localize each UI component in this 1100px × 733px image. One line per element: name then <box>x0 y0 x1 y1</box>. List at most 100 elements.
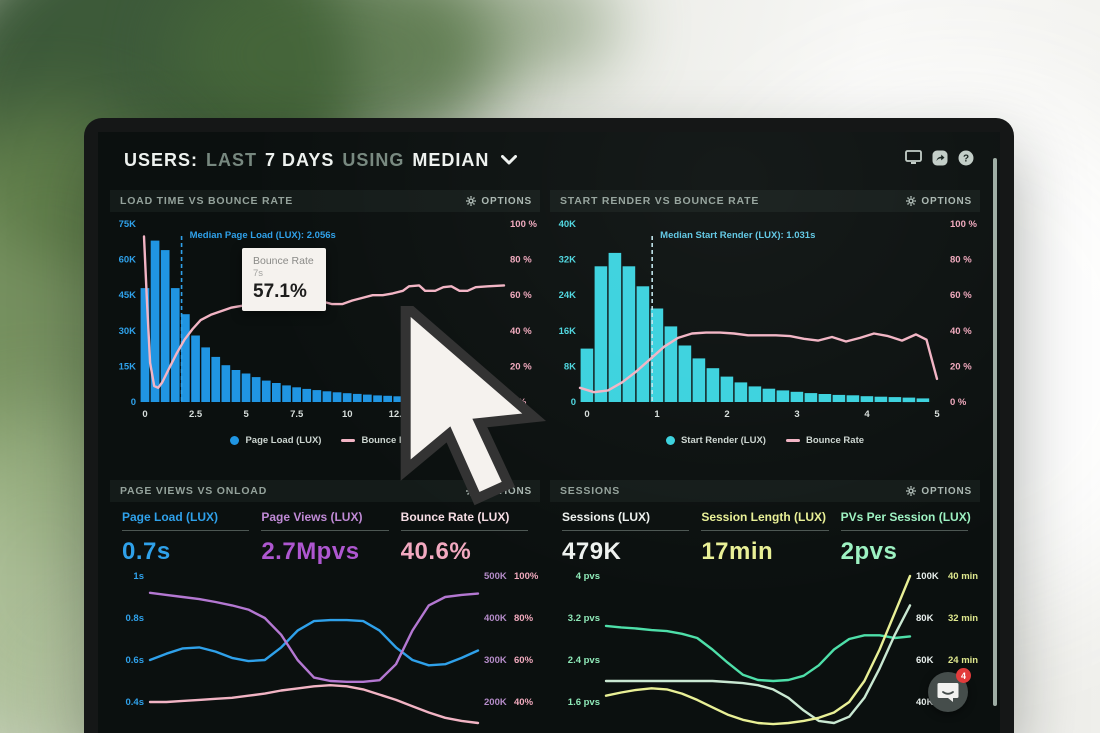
svg-text:3: 3 <box>794 409 799 420</box>
svg-text:30K: 30K <box>119 326 137 337</box>
metric-divider <box>840 530 968 531</box>
users-filter-dropdown[interactable]: USERS: LAST 7 DAYS USING MEDIAN <box>124 149 518 171</box>
legend-dot-icon <box>665 435 675 445</box>
metric-divider <box>562 530 690 531</box>
svg-text:80K: 80K <box>916 613 934 624</box>
svg-text:60%: 60% <box>514 655 534 666</box>
options-button[interactable]: OPTIONS <box>906 486 972 497</box>
svg-text:20 %: 20 % <box>950 361 972 372</box>
metric-session-length: Session Length (LUX) 17min <box>701 510 840 566</box>
svg-text:40 %: 40 % <box>510 326 532 337</box>
svg-text:40 %: 40 % <box>950 326 972 337</box>
notification-badge: 4 <box>956 668 971 683</box>
svg-text:75K: 75K <box>119 219 137 230</box>
svg-text:16K: 16K <box>559 326 577 337</box>
svg-text:400K: 400K <box>484 613 507 624</box>
svg-text:12.5: 12.5 <box>389 409 408 420</box>
svg-text:7.5: 7.5 <box>290 409 304 420</box>
gear-icon <box>466 196 477 206</box>
metric-divider <box>701 530 829 531</box>
svg-text:2.4 pvs: 2.4 pvs <box>568 655 600 666</box>
share-icon[interactable] <box>931 149 948 166</box>
svg-text:80 %: 80 % <box>950 255 972 266</box>
svg-text:5: 5 <box>244 409 250 420</box>
metric-value: 17min <box>701 538 774 565</box>
scrollbar[interactable] <box>993 158 997 706</box>
svg-text:5: 5 <box>934 409 940 420</box>
svg-text:Median Page Load (LUX): 2.056s: Median Page Load (LUX): 2.056s <box>190 230 336 241</box>
svg-text:10: 10 <box>342 409 353 420</box>
legend-item: Page Load (LUX) <box>230 435 321 446</box>
options-button[interactable]: OPTIONS <box>906 196 972 207</box>
help-icon[interactable]: ? <box>957 149 974 166</box>
chevron-down-icon <box>501 155 518 165</box>
svg-text:1.6 pvs: 1.6 pvs <box>568 697 600 708</box>
metric-label: Session Length (LUX) <box>701 510 826 524</box>
svg-text:2.5: 2.5 <box>189 409 203 420</box>
panel-title: START RENDER VS BOUNCE RATE <box>560 195 760 207</box>
svg-text:24K: 24K <box>559 290 577 301</box>
svg-text:1s: 1s <box>133 571 144 582</box>
metric-label: Sessions (LUX) <box>562 510 651 524</box>
title-users: USERS: <box>124 149 199 170</box>
svg-text:60K: 60K <box>916 655 934 666</box>
svg-text:24 min: 24 min <box>948 655 978 666</box>
metric-page-views: Page Views (LUX) 2.7Mpvs <box>261 510 400 566</box>
tooltip-series: Bounce Rate <box>253 255 314 267</box>
svg-text:2: 2 <box>724 409 729 420</box>
svg-text:0.4s: 0.4s <box>126 697 145 708</box>
svg-text:3.2 pvs: 3.2 pvs <box>568 613 600 624</box>
title-7days: 7 DAYS <box>265 149 335 170</box>
svg-text:40K: 40K <box>916 697 934 708</box>
page-views-onload-chart[interactable]: 1s 0.8s 0.6s 0.4s 500K 400K 300K 200K 100% 80% 60%… <box>110 568 540 733</box>
display-icon[interactable] <box>905 149 922 166</box>
metric-divider <box>261 530 389 531</box>
metric-sessions: Sessions (LUX) 479K <box>562 510 701 566</box>
dashboard-header: USERS: LAST 7 DAYS USING MEDIAN ? <box>98 132 1000 188</box>
svg-text:1: 1 <box>654 409 660 420</box>
svg-text:Median Start Render (LUX): 1.0: Median Start Render (LUX): 1.031s <box>660 230 815 241</box>
svg-text:32K: 32K <box>559 255 577 266</box>
chart-tooltip: Bounce Rate 7s 57.1% <box>242 248 326 311</box>
svg-text:100K: 100K <box>916 571 939 582</box>
panel-header: START RENDER VS BOUNCE RATE OPTIONS <box>550 190 980 212</box>
panel-title: PAGE VIEWS VS ONLOAD <box>120 485 268 497</box>
sessions-chart[interactable]: 4 pvs 3.2 pvs 2.4 pvs 1.6 pvs 100K 80K 60K 40K 4… <box>550 568 980 733</box>
svg-text:100%: 100% <box>514 571 539 582</box>
chat-widget-button[interactable]: 4 <box>928 668 971 712</box>
metric-divider <box>122 530 250 531</box>
dashboard-screen: USERS: LAST 7 DAYS USING MEDIAN ? <box>98 132 1000 733</box>
title-median: MEDIAN <box>412 149 490 170</box>
options-button[interactable]: OPTIONS <box>466 196 532 207</box>
svg-text:300K: 300K <box>484 655 507 666</box>
mouse-cursor <box>400 306 547 506</box>
svg-text:40%: 40% <box>514 697 534 708</box>
svg-text:100 %: 100 % <box>510 219 537 230</box>
options-label: OPTIONS <box>921 195 972 207</box>
svg-text:0.6s: 0.6s <box>126 655 145 666</box>
options-label: OPTIONS <box>921 485 972 497</box>
svg-text:0: 0 <box>131 397 136 408</box>
legend-item: Bounce Rate <box>785 435 864 446</box>
metric-value: 2.7Mpvs <box>261 538 360 565</box>
svg-text:8K: 8K <box>564 361 576 372</box>
tooltip-x-value: 7s <box>253 268 264 279</box>
metric-label: Page Load (LUX) <box>122 510 219 524</box>
metric-value: 479K <box>562 538 622 565</box>
svg-text:60 %: 60 % <box>510 290 532 301</box>
panel-title: SESSIONS <box>560 485 621 497</box>
gear-icon <box>906 196 917 206</box>
legend-dot-icon <box>230 435 240 445</box>
svg-text:80 %: 80 % <box>510 255 532 266</box>
metric-value: 0.7s <box>122 538 171 565</box>
metric-pvs-per-session: PVs Per Session (LUX) 2pvs <box>840 510 980 566</box>
svg-text:60 %: 60 % <box>950 290 972 301</box>
svg-text:80%: 80% <box>514 613 534 624</box>
svg-text:60K: 60K <box>119 255 137 266</box>
metric-divider <box>400 530 528 531</box>
svg-text:45K: 45K <box>119 290 137 301</box>
chart-legend: Page Load (LUX) Bounce Rate <box>110 430 540 450</box>
legend-line-icon <box>785 438 800 442</box>
